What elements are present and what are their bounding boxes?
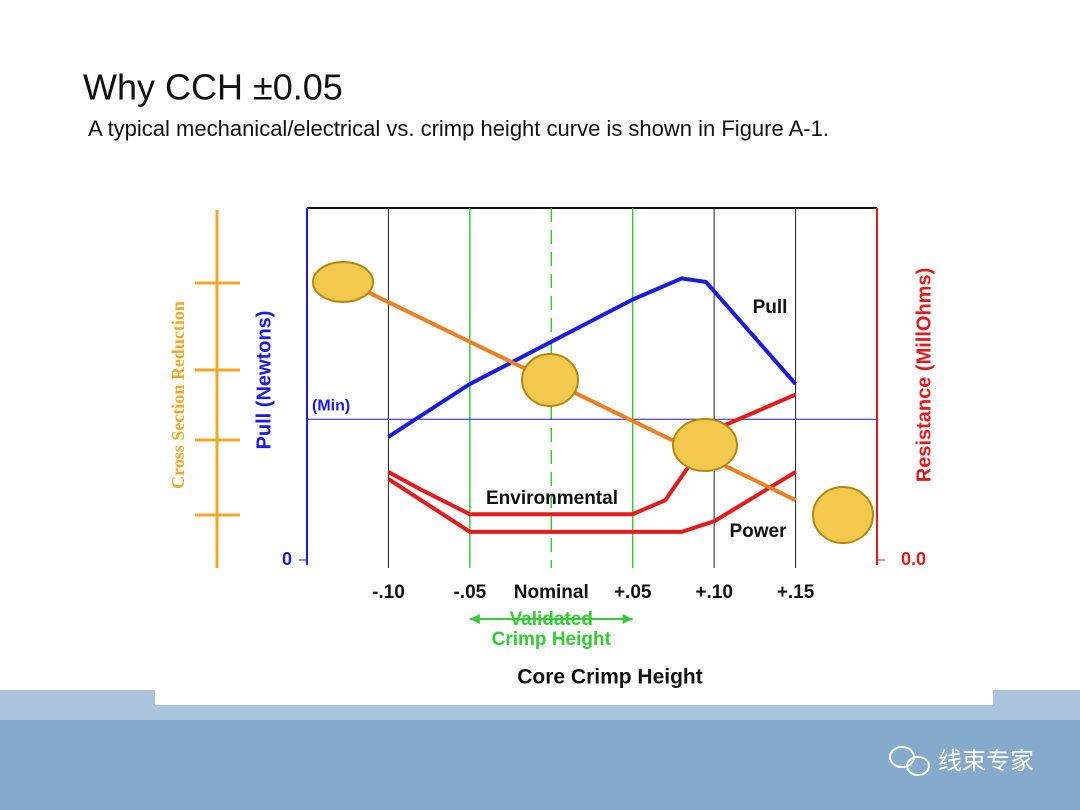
min-label: (Min) [312,397,350,414]
orange-axis-title: Cross Section Reduction [168,301,188,489]
y-axis-title: Pull (Newtons) [253,311,275,450]
watermark-icon [889,746,930,776]
validated-label: Crimp Height [492,629,612,650]
validated-label: Validated [510,609,593,630]
series-label: Environmental [486,488,618,509]
y2-axis-title: Resistance (MillOhms) [913,268,935,483]
x-tick-label: +.10 [695,582,733,603]
x-tick-label: +.05 [614,582,652,603]
series-line [387,470,797,534]
x-tick-label: Nominal [514,582,589,603]
orange-axis [195,210,240,568]
series-label: Pull [753,297,788,318]
crimp-icons [312,261,874,544]
x-axis-title: Core Crimp Height [517,666,703,689]
slide-title: Why CCH ±0.05 [83,67,343,108]
x-tick-label: +.15 [777,582,815,603]
x-tick-label: -.10 [372,582,405,603]
watermark: 线束专家 [938,747,1034,775]
series-label: Power [729,521,787,542]
series-line [387,276,798,439]
y2-tick-label: 0.0 [901,549,926,569]
chart-panel [155,180,993,705]
plot: -.10 -.05 Nominal +.05 +.10 +.15 0 0.0 (Min) Vali… [282,207,926,650]
slide-subtitle: A typical mechanical/electrical vs. crim… [88,116,829,141]
y-tick-label: 0 [282,549,292,569]
x-tick-label: -.05 [453,582,486,603]
